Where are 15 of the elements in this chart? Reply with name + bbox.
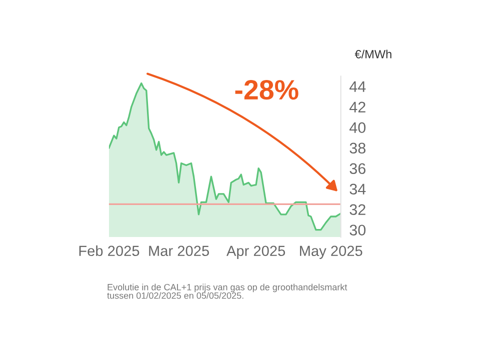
y-tick-label: 40 [349,122,366,134]
y-axis-title: €/MWh [354,50,392,58]
x-tick-label: Feb 2025 [79,245,140,256]
y-tick-label: 44 [349,81,366,92]
y-tick-label: 30 [350,224,366,236]
y-tick-label: 34 [350,184,366,195]
y-tick-label: 36 [350,163,366,174]
x-tick-label: May 2025 [300,246,362,259]
x-tick-label: Apr 2025 [226,246,286,259]
text: Evolutie in de CAL+1 prijs van gas op de groothandelsmarkt tussen 01/02/2025 en 05/05/2025. [107,284,348,299]
y-tick-label: 38 [350,142,366,154]
annotation: -28% [235,80,298,100]
x-tick-label: Mar 2025 [149,246,209,256]
y-tick-label: 42 [349,102,366,112]
y-tick-label: 32 [350,204,366,216]
